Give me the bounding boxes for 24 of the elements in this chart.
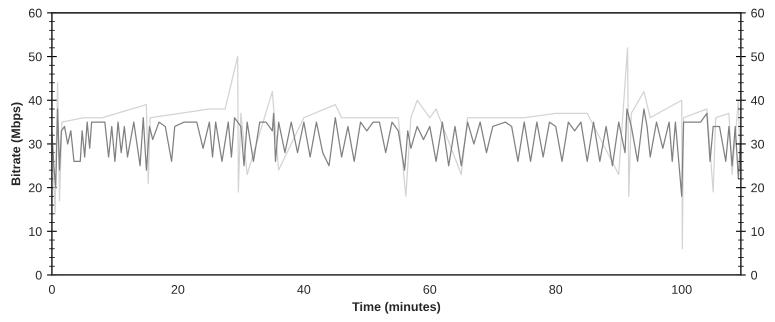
y2-tick-label: 40 <box>750 96 764 105</box>
y-tick-label: 60 <box>28 8 42 18</box>
y-tick-label: 20 <box>28 183 42 192</box>
x-tick-label: 80 <box>549 285 562 294</box>
x-tick-label: 20 <box>172 285 184 294</box>
y2-tick-label: 0 <box>751 270 758 280</box>
line-series <box>52 47 741 250</box>
y2-tick-label: 10 <box>752 227 764 236</box>
y-tick-label: 10 <box>29 227 42 236</box>
y2-tick-label: 30 <box>751 140 764 149</box>
x-tick-label: 0 <box>48 285 55 294</box>
line-series <box>52 108 741 197</box>
y-tick-label: 40 <box>28 96 42 105</box>
y-tick-label: 50 <box>28 52 42 62</box>
x-tick-label: 40 <box>297 285 310 294</box>
y-axis-title: Bitrate (Mbps) <box>11 102 23 186</box>
y2-tick-label: 60 <box>751 8 764 18</box>
y-tick-label: 0 <box>36 270 42 280</box>
x-tick-label: 60 <box>423 285 436 294</box>
y2-tick-label: 50 <box>751 52 764 62</box>
y2-tick-label: 20 <box>751 183 764 192</box>
x-tick-label: 100 <box>672 285 692 294</box>
y-tick-label: 30 <box>28 140 42 149</box>
x-axis-title: Time (minutes) <box>352 302 440 314</box>
